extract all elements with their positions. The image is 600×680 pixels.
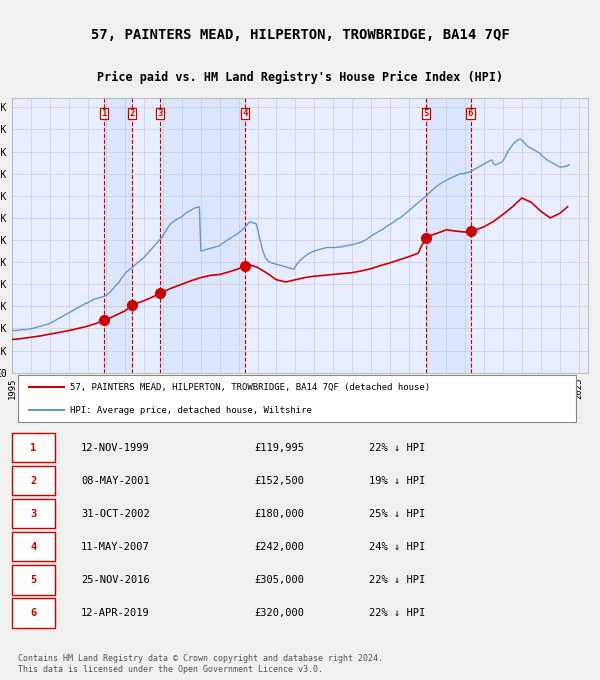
Text: 12-NOV-1999: 12-NOV-1999 <box>81 443 150 452</box>
Bar <box>104 99 132 373</box>
Text: 22% ↓ HPI: 22% ↓ HPI <box>369 575 425 585</box>
Text: 3: 3 <box>30 509 37 519</box>
Text: 1: 1 <box>101 109 107 118</box>
Text: £320,000: £320,000 <box>254 607 304 617</box>
Text: 24% ↓ HPI: 24% ↓ HPI <box>369 541 425 551</box>
Text: 31-OCT-2002: 31-OCT-2002 <box>81 509 150 519</box>
Text: £152,500: £152,500 <box>254 475 304 486</box>
Text: 2: 2 <box>130 109 135 118</box>
Text: 12-APR-2019: 12-APR-2019 <box>81 607 150 617</box>
Text: HPI: Average price, detached house, Wiltshire: HPI: Average price, detached house, Wilt… <box>70 406 311 415</box>
Text: Contains HM Land Registry data © Crown copyright and database right 2024.
This d: Contains HM Land Registry data © Crown c… <box>18 654 383 674</box>
Text: 6: 6 <box>30 607 37 617</box>
FancyBboxPatch shape <box>12 598 55 628</box>
Text: 19% ↓ HPI: 19% ↓ HPI <box>369 475 425 486</box>
Text: 2: 2 <box>30 475 37 486</box>
FancyBboxPatch shape <box>12 433 55 462</box>
FancyBboxPatch shape <box>18 375 577 422</box>
Text: 08-MAY-2001: 08-MAY-2001 <box>81 475 150 486</box>
Text: 11-MAY-2007: 11-MAY-2007 <box>81 541 150 551</box>
Text: 25-NOV-2016: 25-NOV-2016 <box>81 575 150 585</box>
Text: Price paid vs. HM Land Registry's House Price Index (HPI): Price paid vs. HM Land Registry's House … <box>97 71 503 84</box>
Text: £242,000: £242,000 <box>254 541 304 551</box>
Bar <box>425 99 470 373</box>
Text: 4: 4 <box>30 541 37 551</box>
Text: 1: 1 <box>30 443 37 452</box>
FancyBboxPatch shape <box>12 532 55 562</box>
Text: 5: 5 <box>423 109 428 118</box>
Text: 4: 4 <box>243 109 248 118</box>
FancyBboxPatch shape <box>12 499 55 528</box>
FancyBboxPatch shape <box>12 565 55 594</box>
Text: 6: 6 <box>468 109 473 118</box>
Text: 22% ↓ HPI: 22% ↓ HPI <box>369 443 425 452</box>
Text: 25% ↓ HPI: 25% ↓ HPI <box>369 509 425 519</box>
Text: £119,995: £119,995 <box>254 443 304 452</box>
FancyBboxPatch shape <box>12 466 55 496</box>
Text: 3: 3 <box>157 109 163 118</box>
Bar <box>160 99 245 373</box>
Text: 5: 5 <box>30 575 37 585</box>
Text: 57, PAINTERS MEAD, HILPERTON, TROWBRIDGE, BA14 7QF: 57, PAINTERS MEAD, HILPERTON, TROWBRIDGE… <box>91 28 509 41</box>
Text: 22% ↓ HPI: 22% ↓ HPI <box>369 607 425 617</box>
Text: £305,000: £305,000 <box>254 575 304 585</box>
Text: 57, PAINTERS MEAD, HILPERTON, TROWBRIDGE, BA14 7QF (detached house): 57, PAINTERS MEAD, HILPERTON, TROWBRIDGE… <box>70 383 430 392</box>
Text: £180,000: £180,000 <box>254 509 304 519</box>
